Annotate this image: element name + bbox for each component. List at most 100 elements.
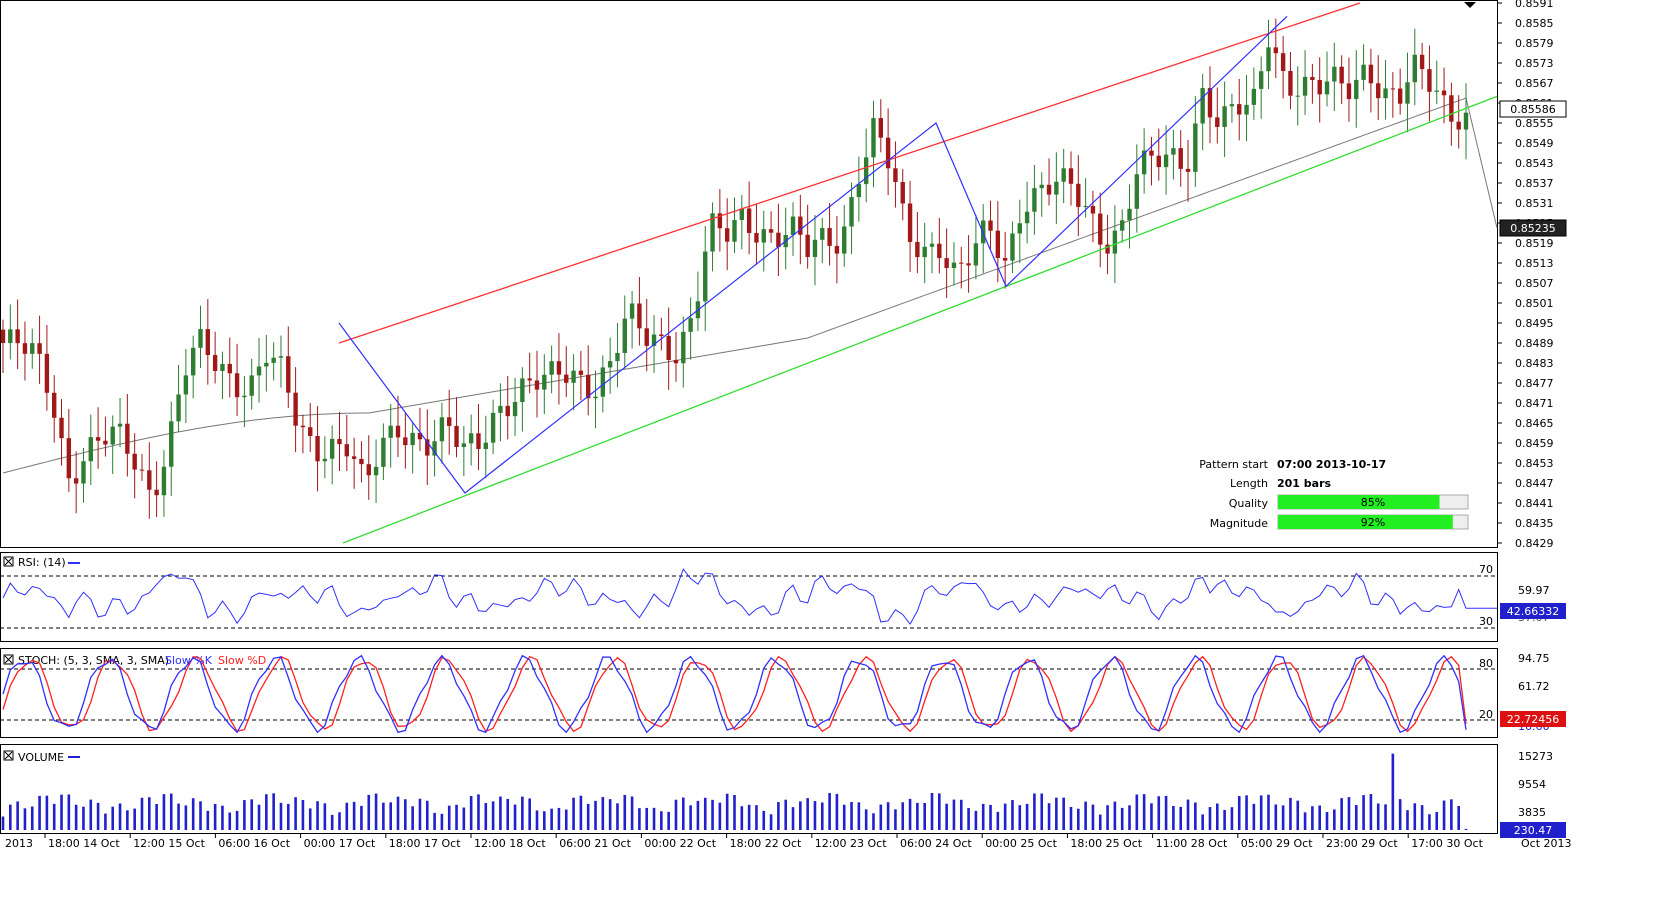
rsi-title: RSI: (14) [18, 556, 66, 569]
volume-bar [1091, 804, 1095, 830]
candle-body [798, 216, 803, 235]
candle-body [315, 436, 320, 462]
candle-body [1361, 64, 1366, 80]
candle-body [564, 374, 569, 383]
candle-body [190, 347, 196, 376]
volume-bar [564, 809, 568, 830]
volume-bar [579, 795, 583, 830]
volume-bar [23, 808, 27, 830]
scroll-marker-icon[interactable] [1464, 2, 1476, 8]
candle-body [776, 232, 781, 248]
candle-body [673, 359, 679, 364]
candle-body [22, 343, 28, 354]
candle-body [1149, 150, 1154, 156]
volume-bar [681, 797, 685, 830]
candle-body [1010, 233, 1015, 261]
time-tick-label: 18:00 22 Oct [730, 837, 802, 850]
candle-body [1251, 88, 1257, 105]
volume-bar [440, 813, 444, 830]
volume-bar [257, 804, 261, 830]
candle-body [1105, 244, 1110, 254]
volume-bar [433, 812, 436, 830]
volume-bar [177, 803, 180, 830]
volume-bar [521, 796, 524, 830]
volume-bar [235, 810, 239, 830]
volume-title: VOLUME [18, 751, 64, 764]
volume-bar [769, 814, 773, 830]
candle-body [995, 230, 1001, 259]
candle-body [915, 241, 920, 258]
time-tick-label: 12:00 18 Oct [474, 837, 546, 850]
volume-bar [660, 811, 663, 830]
time-tick-label: 18:00 17 Oct [389, 837, 461, 850]
volume-bar [813, 801, 817, 830]
candle-body [900, 182, 905, 204]
candle-body [1434, 90, 1439, 92]
volume-bar [1325, 812, 1329, 830]
candle-body [212, 355, 218, 372]
volume-bar [38, 795, 41, 830]
candle-body [973, 243, 979, 266]
volume-bar [499, 796, 502, 830]
candle-body [8, 329, 13, 343]
candle-body [1280, 53, 1286, 71]
candle-body [468, 433, 474, 444]
volume-bar [1120, 807, 1124, 830]
candle-body [951, 262, 957, 268]
candle-body [359, 458, 364, 465]
candle-body [271, 357, 276, 363]
volume-bar [718, 802, 722, 830]
stoch-close-glyph [4, 655, 13, 664]
volume-bar [1274, 804, 1278, 830]
candle-body [1288, 70, 1293, 96]
volume-bar [1311, 806, 1314, 830]
candle-body [644, 328, 649, 346]
volume-bar [725, 793, 729, 830]
magnitude-value: 92% [1361, 516, 1385, 529]
volume-bar [1464, 828, 1468, 830]
volume-bar [1347, 797, 1351, 830]
volume-bar [404, 799, 407, 830]
volume-bar [250, 799, 254, 830]
candle-body [220, 363, 225, 372]
time-tick-label: 23:00 29 Oct [1326, 837, 1398, 850]
time-tick-label: 12:00 23 Oct [815, 837, 887, 850]
volume-bar [835, 793, 839, 830]
candle-body [1185, 168, 1191, 172]
volume-bar [1194, 802, 1197, 830]
candle-body [827, 228, 832, 246]
volume-bar [1391, 753, 1395, 830]
candle-body [834, 245, 840, 254]
volume-bar [411, 806, 414, 830]
candle-body [615, 352, 620, 362]
candle-body [1076, 183, 1081, 207]
volume-bar [1457, 805, 1460, 830]
volume-bar [1230, 807, 1234, 830]
stoch-panel: STOCH: (5, 3, SMA, 3, SMA) Slow %K Slow … [0, 652, 1566, 734]
candle-body [234, 373, 240, 398]
price-tick-label: 0.8531 [1515, 197, 1554, 210]
price-tick-label: 0.8435 [1515, 517, 1554, 530]
candle-body [1449, 95, 1454, 122]
price-tick-label: 0.8579 [1515, 37, 1554, 50]
volume-bar [674, 799, 678, 830]
volume-bar [1369, 794, 1373, 830]
volume-bar [1237, 796, 1241, 830]
volume-bar [608, 799, 612, 830]
candle-body [1427, 69, 1432, 92]
candle-body [176, 394, 181, 422]
ma-value-label: 0.85235 [1499, 219, 1567, 237]
candle-body [395, 425, 401, 438]
volume-bar [557, 807, 561, 830]
candle-body [1390, 88, 1396, 90]
candle-body [937, 243, 942, 259]
candle-body [556, 361, 562, 375]
candle-body [286, 356, 291, 393]
volume-bar [228, 812, 232, 830]
candle-body [1156, 155, 1161, 168]
volume-bar [981, 803, 985, 830]
volume-bar [513, 804, 517, 830]
volume-bar [879, 804, 883, 830]
candle-body [1200, 88, 1205, 124]
stoch-tick-80: 80 [1479, 657, 1493, 670]
